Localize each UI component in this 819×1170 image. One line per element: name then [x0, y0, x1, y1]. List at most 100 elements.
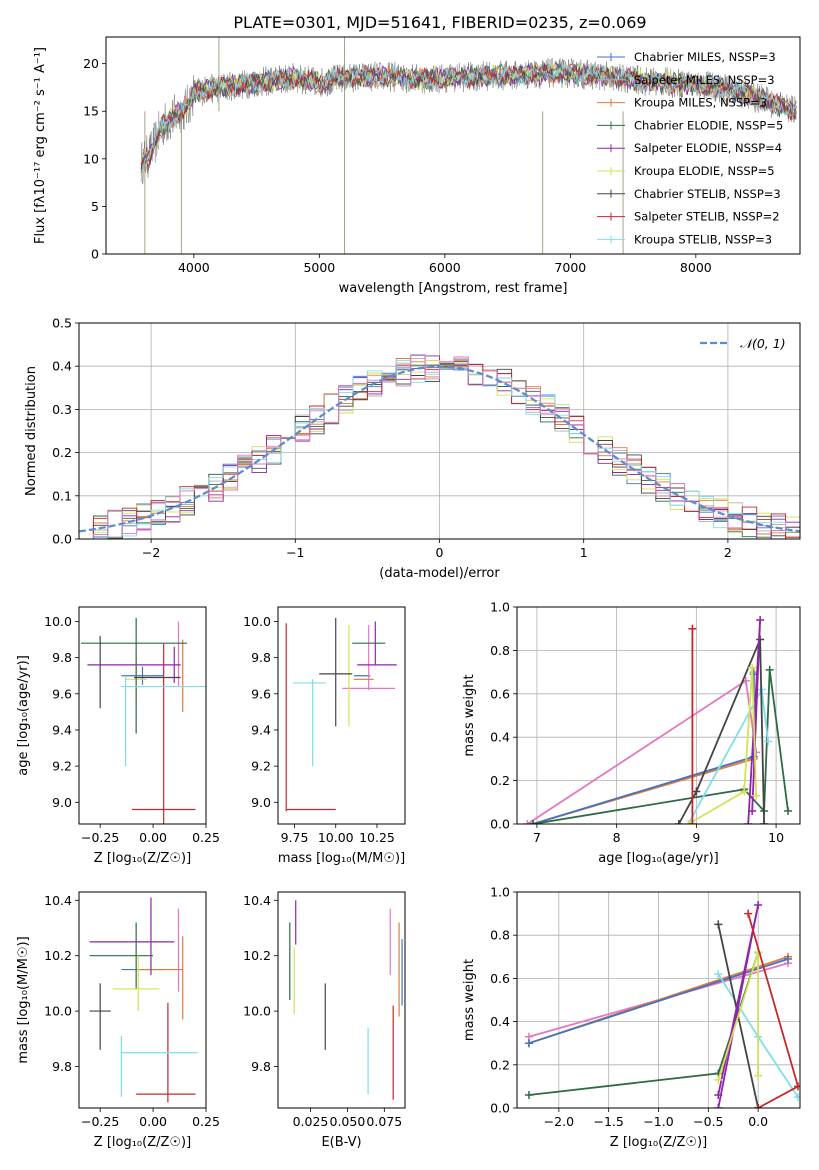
- y-axis-label: age [log₁₀(age/yr)]: [16, 655, 31, 776]
- figure-title: PLATE=0301, MJD=51641, FIBERID=0235, z=0…: [233, 13, 646, 32]
- y-tick-label: 0.8: [490, 643, 510, 658]
- x-tick-label: −0.25: [81, 1114, 119, 1129]
- x-tick-label: 0.075: [366, 1114, 402, 1129]
- y-tick-label: 9.6: [52, 686, 72, 701]
- histogram-step-line: [79, 355, 800, 539]
- normal-reference-curve: [79, 365, 800, 533]
- y-tick-label: 10.0: [243, 1004, 271, 1019]
- legend-label: Salpeter MILES, NSSP=3: [634, 73, 775, 87]
- x-tick-label: 10: [768, 830, 784, 845]
- spectrum-model-line: [140, 61, 797, 168]
- x-tick-label: 0: [436, 545, 444, 560]
- x-tick-label: 5000: [303, 260, 335, 275]
- mass-weight-marker: [748, 806, 757, 815]
- y-tick-label: 0.1: [52, 488, 72, 503]
- mass-weight-marker: [688, 624, 697, 633]
- spectrum-model-line: [140, 63, 797, 175]
- x-axis-label: wavelength [Angstrom, rest frame]: [339, 281, 568, 296]
- x-tick-label: 0.00: [139, 1114, 167, 1129]
- mass-weight-marker: [524, 1091, 533, 1100]
- axes-frame: [277, 606, 406, 825]
- x-tick-label: 10.25: [359, 830, 395, 845]
- x-axis-label: Z [log₁₀(Z/Z☉)]: [94, 1135, 191, 1150]
- y-tick-label: 20: [83, 56, 99, 71]
- x-tick-label: −2: [142, 545, 160, 560]
- x-tick-label: −0.5: [693, 1114, 723, 1129]
- mass-weight-marker: [740, 787, 749, 796]
- mass-weight-marker: [754, 900, 763, 909]
- x-axis-label: Z [log₁₀(Z/Z☉)]: [94, 851, 191, 866]
- mass-weight-marker: [794, 1093, 800, 1102]
- legend-label: Chabrier STELIB, NSSP=3: [634, 187, 781, 201]
- x-tick-label: 7000: [554, 260, 586, 275]
- mass-weight-marker: [765, 665, 774, 674]
- y-tick-label: 1.0: [490, 600, 510, 615]
- y-axis-label: mass weight: [462, 674, 477, 756]
- x-axis-label: Z [log₁₀(Z/Z☉)]: [610, 1135, 707, 1150]
- x-axis-label: age [log₁₀(age/yr)]: [598, 851, 719, 866]
- histogram-step-line: [79, 355, 800, 539]
- mass-weight-marker: [523, 820, 532, 824]
- mass-weight-marker: [692, 787, 701, 796]
- x-tick-label: 0.025: [293, 1114, 329, 1129]
- axes-frame: [516, 891, 801, 1109]
- mass-weight-line: [687, 667, 758, 824]
- mass-weight-marker: [794, 1082, 800, 1091]
- x-tick-label: 8: [613, 830, 621, 845]
- y-tick-label: 0.4: [490, 1014, 510, 1029]
- y-tick-label: 0.0: [490, 817, 510, 832]
- mass-weight-marker: [744, 909, 753, 918]
- mass-weight-marker: [714, 1091, 723, 1100]
- mass-weight-marker: [760, 820, 769, 824]
- mass-weight-line: [678, 639, 765, 824]
- legend-label: Salpeter STELIB, NSSP=2: [634, 210, 780, 224]
- mass-weight-marker: [714, 970, 723, 979]
- mass-weight-line: [528, 952, 759, 1096]
- mass-weight-marker: [784, 806, 793, 815]
- y-tick-label: 0.4: [52, 359, 72, 374]
- x-axis-label: (data-model)/error: [379, 566, 500, 581]
- y-tick-label: 9.0: [52, 795, 72, 810]
- mass-weight-line: [747, 913, 800, 1108]
- y-tick-label: 0.2: [490, 773, 510, 788]
- x-tick-label: 8000: [680, 260, 712, 275]
- mass-weight-marker: [714, 920, 723, 929]
- y-tick-label: 9.8: [52, 1059, 72, 1074]
- y-tick-label: 9.4: [251, 722, 271, 737]
- x-tick-label: 0.25: [192, 830, 220, 845]
- mass-weight-marker: [674, 820, 683, 824]
- x-tick-label: 0.050: [330, 1114, 366, 1129]
- residual-histogram-panel: −2 −1 0 1 2 0.0 0.1 0.2 0.3 0.4 0.5 (data-model)/er…: [24, 316, 801, 581]
- x-tick-label: 9: [692, 830, 700, 845]
- y-tick-label: 0.2: [490, 1057, 510, 1072]
- mass-weight-marker: [688, 820, 697, 824]
- y-tick-label: 1.0: [490, 885, 510, 900]
- y-axis-label: Flux [fλ10⁻¹⁷ erg cm⁻² s⁻¹ A⁻¹]: [33, 47, 48, 244]
- y-axis-label: mass weight: [462, 959, 477, 1041]
- mass-weight-vs-metallicity-panel: −2.0 −1.5 −1.0 −0.5 0.0 0.0 0.2 0.4 0.6 0.8 1.0 Z […: [462, 885, 801, 1150]
- legend-label: Chabrier MILES, NSSP=3: [634, 50, 776, 64]
- y-tick-label: 15: [83, 104, 99, 119]
- mass-weight-marker: [714, 1104, 723, 1108]
- y-tick-label: 0.0: [52, 532, 72, 547]
- x-tick-label: 2: [724, 545, 732, 560]
- x-tick-label: −0.25: [81, 830, 119, 845]
- legend-label: Salpeter ELODIE, NSSP=4: [634, 141, 782, 155]
- y-tick-label: 9.2: [251, 759, 271, 774]
- y-tick-label: 0.2: [52, 445, 72, 460]
- axes-frame: [516, 606, 801, 825]
- x-tick-label: 4000: [178, 260, 210, 275]
- y-tick-label: 9.8: [52, 650, 72, 665]
- y-tick-label: 9.8: [251, 1059, 271, 1074]
- y-tick-label: 9.2: [52, 759, 72, 774]
- y-tick-label: 9.6: [251, 686, 271, 701]
- mass-weight-marker: [754, 1071, 763, 1080]
- x-tick-label: 9.75: [281, 830, 309, 845]
- mass-weight-marker: [754, 1104, 763, 1108]
- y-tick-label: 0.3: [52, 402, 72, 417]
- legend-label: Kroupa ELODIE, NSSP=5: [634, 164, 775, 178]
- y-tick-label: 0.0: [490, 1101, 510, 1116]
- legend-label: 𝒩(0, 1): [740, 336, 786, 351]
- legend-label: Kroupa STELIB, NSSP=3: [634, 232, 772, 246]
- y-tick-label: 10.4: [243, 893, 271, 908]
